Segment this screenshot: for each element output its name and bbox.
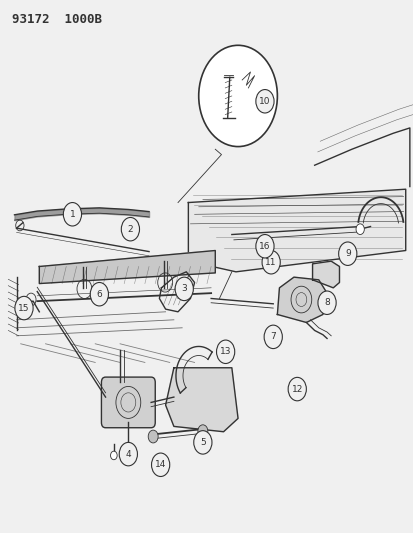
Text: 10: 10	[259, 97, 270, 106]
Circle shape	[63, 203, 81, 226]
Circle shape	[90, 282, 108, 306]
Text: 7: 7	[270, 333, 275, 341]
Polygon shape	[188, 189, 405, 272]
Text: 5: 5	[199, 438, 205, 447]
Text: 11: 11	[265, 258, 276, 266]
Text: 15: 15	[18, 304, 30, 312]
Text: 16: 16	[259, 242, 270, 251]
Circle shape	[263, 325, 282, 349]
Text: 1: 1	[69, 210, 75, 219]
Circle shape	[261, 251, 280, 274]
Circle shape	[127, 451, 133, 459]
Text: 8: 8	[323, 298, 329, 307]
Polygon shape	[312, 261, 339, 288]
Text: 2: 2	[127, 225, 133, 233]
Text: 9: 9	[344, 249, 350, 258]
Circle shape	[355, 224, 363, 235]
Circle shape	[148, 430, 158, 443]
Circle shape	[121, 217, 139, 241]
Circle shape	[255, 235, 273, 258]
Text: 93172  1000B: 93172 1000B	[12, 13, 102, 26]
Text: 12: 12	[291, 385, 302, 393]
Polygon shape	[39, 251, 215, 284]
Circle shape	[255, 90, 273, 113]
Circle shape	[119, 442, 137, 466]
Text: 14: 14	[154, 461, 166, 469]
Text: 13: 13	[219, 348, 231, 356]
Text: 3: 3	[181, 285, 187, 293]
Circle shape	[197, 425, 207, 438]
Circle shape	[287, 377, 306, 401]
Circle shape	[15, 296, 33, 320]
Polygon shape	[165, 368, 237, 432]
Text: 4: 4	[125, 450, 131, 458]
FancyBboxPatch shape	[101, 377, 155, 427]
Circle shape	[338, 242, 356, 265]
Circle shape	[193, 431, 211, 454]
Circle shape	[198, 45, 277, 147]
Circle shape	[110, 451, 117, 459]
Circle shape	[216, 340, 234, 364]
Text: 6: 6	[96, 290, 102, 298]
Circle shape	[317, 291, 335, 314]
Circle shape	[175, 277, 193, 301]
Circle shape	[151, 453, 169, 477]
Polygon shape	[277, 277, 326, 322]
